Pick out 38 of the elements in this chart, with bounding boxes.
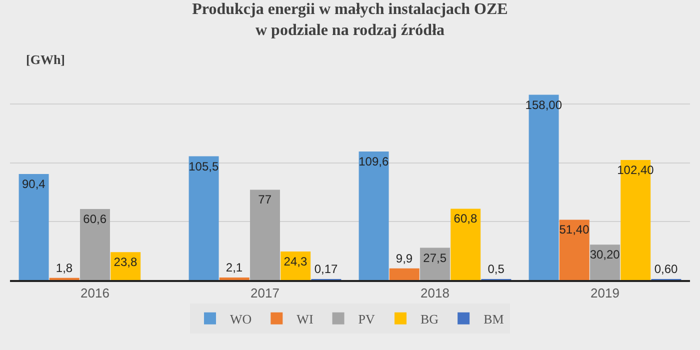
data-label: 0,60 xyxy=(654,262,678,276)
bar xyxy=(389,268,420,280)
data-label: 23,8 xyxy=(114,255,138,270)
data-label: 1,8 xyxy=(56,260,73,275)
legend-label: WI xyxy=(296,311,314,326)
data-label: 51,40 xyxy=(559,222,590,237)
bar xyxy=(420,248,450,280)
bar xyxy=(188,156,219,280)
x-tick-label: 2016 xyxy=(80,286,110,301)
bar xyxy=(80,208,110,280)
data-label: 27,5 xyxy=(423,250,447,265)
x-tick-label: 2018 xyxy=(420,286,450,301)
bar xyxy=(358,152,389,280)
x-tick-label: 2019 xyxy=(590,286,620,301)
data-label: 60,8 xyxy=(454,212,478,226)
bar xyxy=(450,208,481,280)
bar xyxy=(250,190,280,280)
legend-label: BG xyxy=(420,311,439,326)
bar xyxy=(18,174,49,280)
legend-label: WO xyxy=(230,311,252,326)
data-label: 0,17 xyxy=(314,262,338,276)
data-label: 30,20 xyxy=(590,248,620,262)
legend-label: BM xyxy=(484,311,504,326)
data-label: 0,5 xyxy=(488,262,505,276)
data-label: 109,6 xyxy=(358,154,389,168)
data-label: 90,4 xyxy=(22,177,46,192)
y-axis-title: [GWh] xyxy=(26,52,65,67)
data-label: 60,6 xyxy=(83,212,107,226)
bar xyxy=(559,220,590,280)
bar xyxy=(280,252,311,280)
data-label: 77 xyxy=(258,192,272,207)
x-tick-label: 2017 xyxy=(250,286,280,301)
data-label: 105,5 xyxy=(188,159,219,174)
data-label: 24,3 xyxy=(284,254,308,269)
legend-label: PV xyxy=(358,311,376,326)
chart-title: Produkcja energii w małych instalacjach OZE w podziale na rodzaj źródła xyxy=(192,1,508,39)
data-label: 9,9 xyxy=(396,251,413,266)
data-label: 2,1 xyxy=(226,260,243,275)
